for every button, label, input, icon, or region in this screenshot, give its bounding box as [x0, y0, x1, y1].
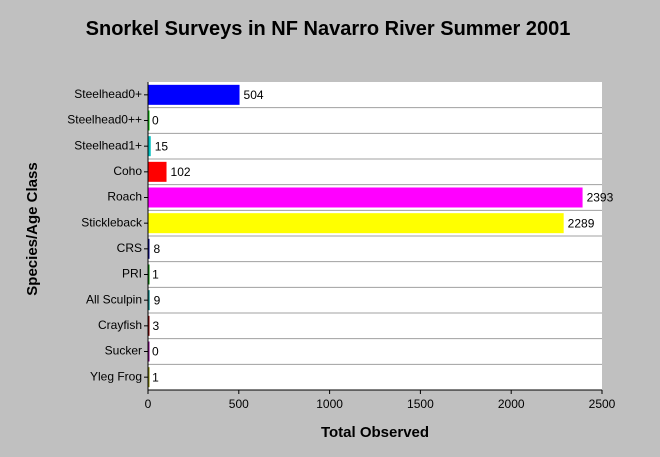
- y-tick-label: Sucker: [105, 344, 142, 358]
- value-label: 9: [154, 293, 161, 307]
- y-tick-label: Crayfish: [98, 318, 142, 332]
- value-label: 0: [152, 345, 159, 359]
- value-label: 0: [152, 114, 159, 128]
- y-tick-label: CRS: [117, 241, 142, 255]
- bar: [148, 341, 150, 362]
- x-tick-label: 2500: [589, 397, 616, 411]
- value-label: 102: [171, 165, 191, 179]
- y-tick-label: Stickleback: [81, 215, 143, 229]
- value-label: 504: [244, 88, 264, 102]
- bar: [148, 315, 150, 336]
- y-tick-label: All Sculpin: [86, 292, 142, 306]
- bar: [148, 213, 564, 234]
- x-tick-label: 1000: [316, 397, 343, 411]
- bar: [148, 136, 151, 157]
- x-axis-label: Total Observed: [321, 424, 429, 441]
- value-label: 1: [152, 268, 159, 282]
- bar: [148, 187, 583, 208]
- bar: [148, 84, 240, 105]
- x-tick-label: 2000: [498, 397, 525, 411]
- bar: [148, 110, 150, 131]
- y-tick-label: Steelhead0++: [67, 113, 142, 127]
- bar: [148, 238, 150, 259]
- y-tick-label: Coho: [113, 164, 142, 178]
- y-axis-label: Species/Age Class: [24, 162, 41, 295]
- bar: [148, 367, 150, 388]
- x-tick-label: 0: [145, 397, 152, 411]
- x-tick-label: 500: [229, 397, 249, 411]
- y-tick-label: Steelhead1+: [74, 138, 142, 152]
- value-label: 2289: [568, 216, 595, 230]
- bar: [148, 264, 150, 285]
- value-label: 2393: [587, 191, 614, 205]
- value-label: 1: [152, 370, 159, 384]
- value-label: 3: [153, 319, 160, 333]
- bar: [148, 161, 167, 182]
- y-tick-label: Roach: [107, 190, 142, 204]
- y-tick-label: PRI: [122, 267, 142, 281]
- y-tick-label: Steelhead0+: [74, 87, 142, 101]
- y-tick-label: Yleg Frog: [90, 369, 142, 383]
- chart-title: Snorkel Surveys in NF Navarro River Summ…: [85, 18, 571, 40]
- value-label: 15: [155, 139, 169, 153]
- bar: [148, 290, 150, 311]
- value-label: 8: [153, 242, 160, 256]
- x-tick-label: 1500: [407, 397, 434, 411]
